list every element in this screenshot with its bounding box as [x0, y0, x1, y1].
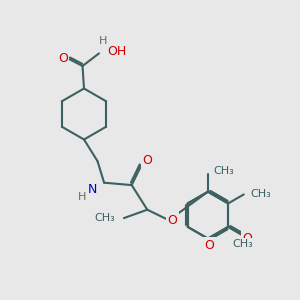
Text: O: O — [58, 52, 68, 65]
Text: O: O — [143, 154, 152, 167]
Text: N: N — [88, 183, 98, 196]
Text: H: H — [98, 36, 107, 46]
Text: CH₃: CH₃ — [232, 239, 253, 249]
Text: H: H — [78, 192, 87, 202]
Text: O: O — [242, 232, 252, 245]
Text: CH₃: CH₃ — [213, 166, 234, 176]
Text: O: O — [168, 214, 177, 227]
Text: CH₃: CH₃ — [250, 189, 271, 200]
Text: OH: OH — [107, 45, 127, 58]
Text: CH₃: CH₃ — [95, 213, 116, 223]
Text: O: O — [205, 238, 214, 252]
